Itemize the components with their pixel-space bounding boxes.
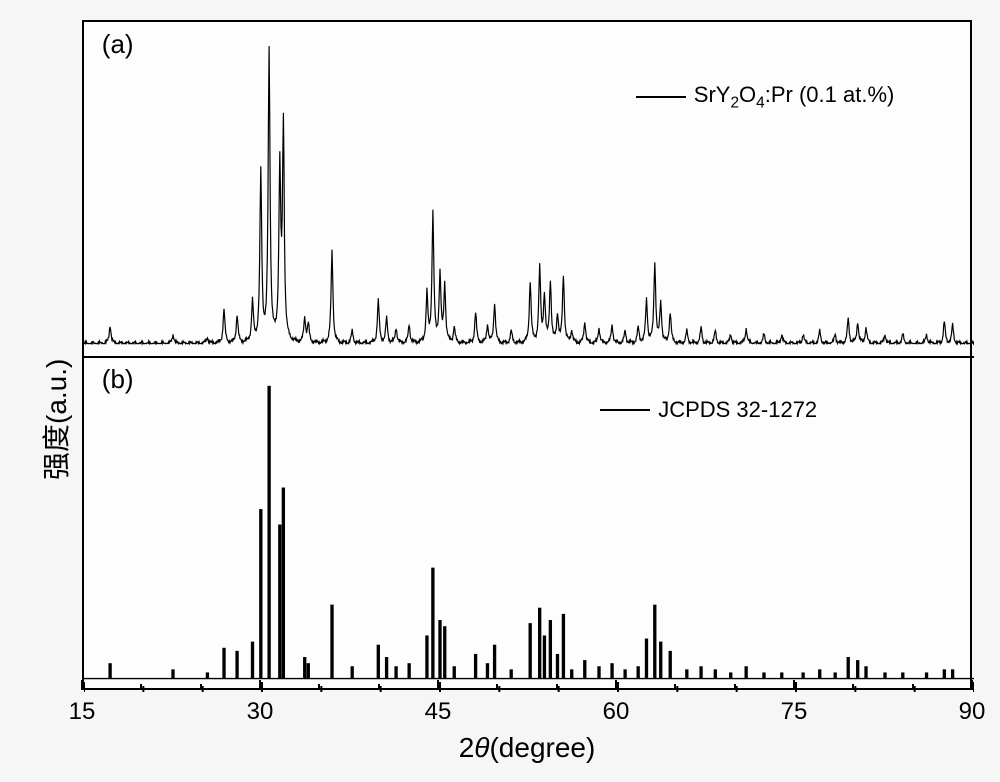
x-tick-major bbox=[81, 680, 83, 690]
x-tick-label: 75 bbox=[781, 698, 808, 726]
x-axis-label: 2θ(degree) bbox=[82, 732, 972, 764]
x-tick-minor bbox=[734, 684, 736, 690]
legend-line-sample bbox=[600, 409, 650, 411]
legend-a: SrY2O4:Pr (0.1 at.%) bbox=[636, 82, 895, 112]
legend-line-sample bbox=[636, 96, 686, 98]
x-tick-minor bbox=[200, 684, 202, 690]
x-tick-minor bbox=[852, 684, 854, 690]
x-tick-major bbox=[615, 680, 617, 690]
x-tick-major bbox=[971, 680, 973, 690]
y-axis-label: 强度(a.u.) bbox=[35, 359, 75, 480]
x-tick-major bbox=[437, 680, 439, 690]
x-tick-minor bbox=[674, 684, 676, 690]
panel-label-a: (a) bbox=[102, 29, 134, 60]
x-tick-minor bbox=[378, 684, 380, 690]
legend-text: JCPDS 32-1272 bbox=[658, 397, 817, 423]
x-tick-minor bbox=[496, 684, 498, 690]
y-axis-label-text: 强度(a.u.) bbox=[41, 359, 72, 480]
x-tick-minor bbox=[318, 684, 320, 690]
panel-label-b: (b) bbox=[102, 364, 134, 395]
plot-svg bbox=[84, 22, 974, 692]
x-tick-major bbox=[793, 680, 795, 690]
legend-text: SrY2O4:Pr (0.1 at.%) bbox=[694, 82, 895, 112]
legend-b: JCPDS 32-1272 bbox=[600, 397, 817, 423]
x-tick-minor bbox=[140, 684, 142, 690]
x-tick-label: 60 bbox=[603, 698, 630, 726]
plot-area: (a) SrY2O4:Pr (0.1 at.%) (b) JCPDS 32-1272 bbox=[82, 20, 972, 690]
x-tick-major bbox=[259, 680, 261, 690]
x-tick-label: 30 bbox=[247, 698, 274, 726]
x-tick-minor bbox=[912, 684, 914, 690]
x-tick-label: 90 bbox=[959, 698, 986, 726]
x-tick-label: 15 bbox=[69, 698, 96, 726]
xrd-figure: 强度(a.u.) (a) SrY2O4:Pr (0.1 at.%) (b) JCPDS… bbox=[0, 0, 1000, 782]
x-axis-label-text: 2θ(degree) bbox=[459, 732, 596, 763]
x-tick-label: 45 bbox=[425, 698, 452, 726]
x-tick-minor bbox=[556, 684, 558, 690]
